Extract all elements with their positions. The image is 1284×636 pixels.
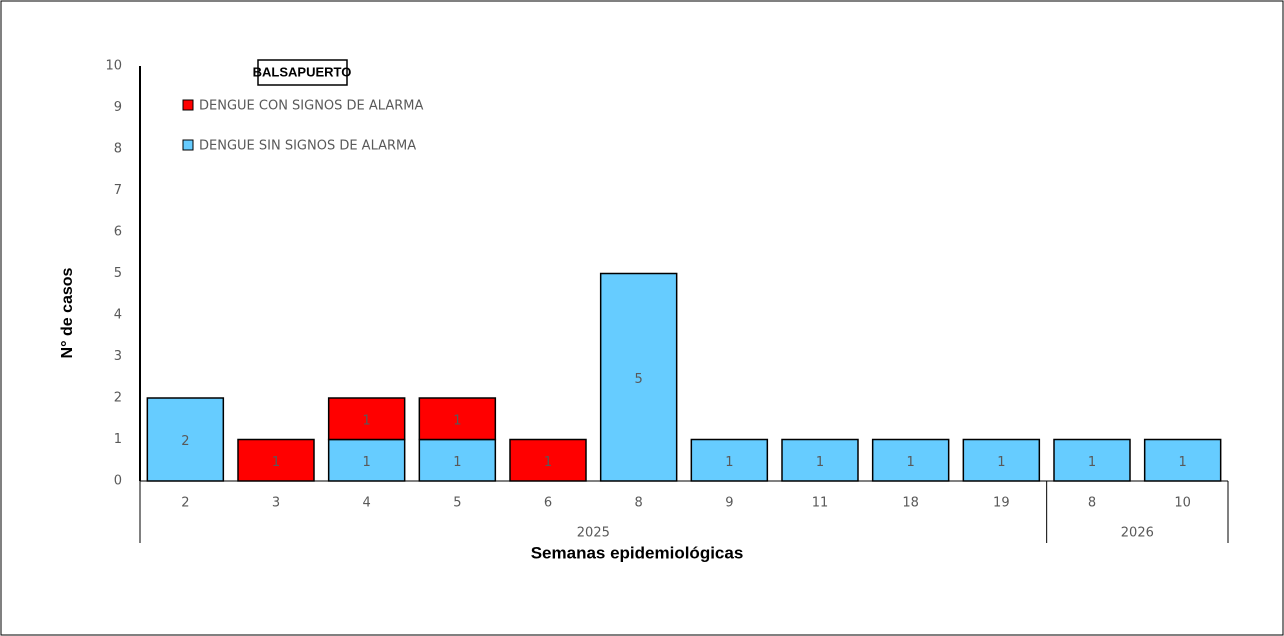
data-label: 1 — [816, 455, 824, 470]
bar — [418, 397, 497, 441]
x-tick-label: 5 — [453, 496, 461, 511]
x-tick-label: 4 — [363, 496, 371, 511]
y-tick-label: 9 — [114, 100, 122, 115]
group-label: 2026 — [1121, 526, 1154, 541]
chart-title: BALSAPUERTO — [253, 64, 352, 79]
y-axis-title: N° de casos — [59, 267, 76, 358]
y-tick-label: 1 — [114, 432, 122, 447]
data-label: 1 — [997, 455, 1005, 470]
y-tick-label: 6 — [114, 225, 122, 240]
bar — [1053, 438, 1131, 482]
x-tick-label: 6 — [544, 496, 552, 511]
bar — [237, 438, 315, 482]
legend-label: DENGUE SIN SIGNOS DE ALARMA — [199, 139, 416, 154]
x-axis-title: Semanas epidemiológicas — [531, 543, 744, 562]
data-label: 5 — [635, 372, 643, 387]
legend-swatch — [182, 99, 194, 111]
y-tick-label: 0 — [114, 474, 122, 489]
bar — [146, 397, 225, 482]
y-tick-label: 7 — [114, 183, 122, 198]
x-tick-label: 8 — [1088, 496, 1096, 511]
legend-label: DENGUE CON SIGNOS DE ALARMA — [199, 99, 423, 114]
data-label: 1 — [907, 455, 915, 470]
bar — [781, 438, 859, 482]
legend-swatch — [182, 139, 194, 151]
x-tick-label: 8 — [635, 496, 643, 511]
bar — [871, 438, 950, 482]
data-label: 1 — [453, 413, 461, 428]
x-tick-label: 11 — [812, 496, 829, 511]
y-tick-label: 2 — [114, 391, 122, 406]
data-label: 1 — [363, 455, 371, 470]
data-label: 2 — [181, 434, 189, 449]
title-box — [257, 59, 348, 86]
data-label: 1 — [544, 455, 552, 470]
x-tick-label: 10 — [1174, 496, 1191, 511]
bar — [962, 438, 1041, 482]
data-label: 1 — [1179, 455, 1187, 470]
y-tick-label: 3 — [114, 349, 122, 364]
y-tick-label: 8 — [114, 142, 122, 157]
x-tick-label: 19 — [993, 496, 1010, 511]
data-label: 1 — [453, 455, 461, 470]
x-tick-label: 3 — [272, 496, 280, 511]
bar — [1143, 438, 1222, 482]
data-label: 1 — [725, 455, 733, 470]
y-tick-label: 5 — [114, 266, 122, 281]
x-tick-label: 18 — [902, 496, 919, 511]
x-tick-label: 9 — [725, 496, 733, 511]
y-tick-label: 4 — [114, 308, 122, 323]
data-label: 1 — [272, 455, 280, 470]
bar — [509, 438, 587, 482]
x-tick-label: 2 — [181, 496, 189, 511]
data-label: 1 — [1088, 455, 1096, 470]
bar — [599, 272, 678, 482]
y-tick-label: 10 — [105, 59, 122, 74]
data-label: 1 — [363, 413, 371, 428]
group-label: 2025 — [577, 526, 610, 541]
bar — [690, 438, 769, 482]
bar — [327, 397, 406, 441]
